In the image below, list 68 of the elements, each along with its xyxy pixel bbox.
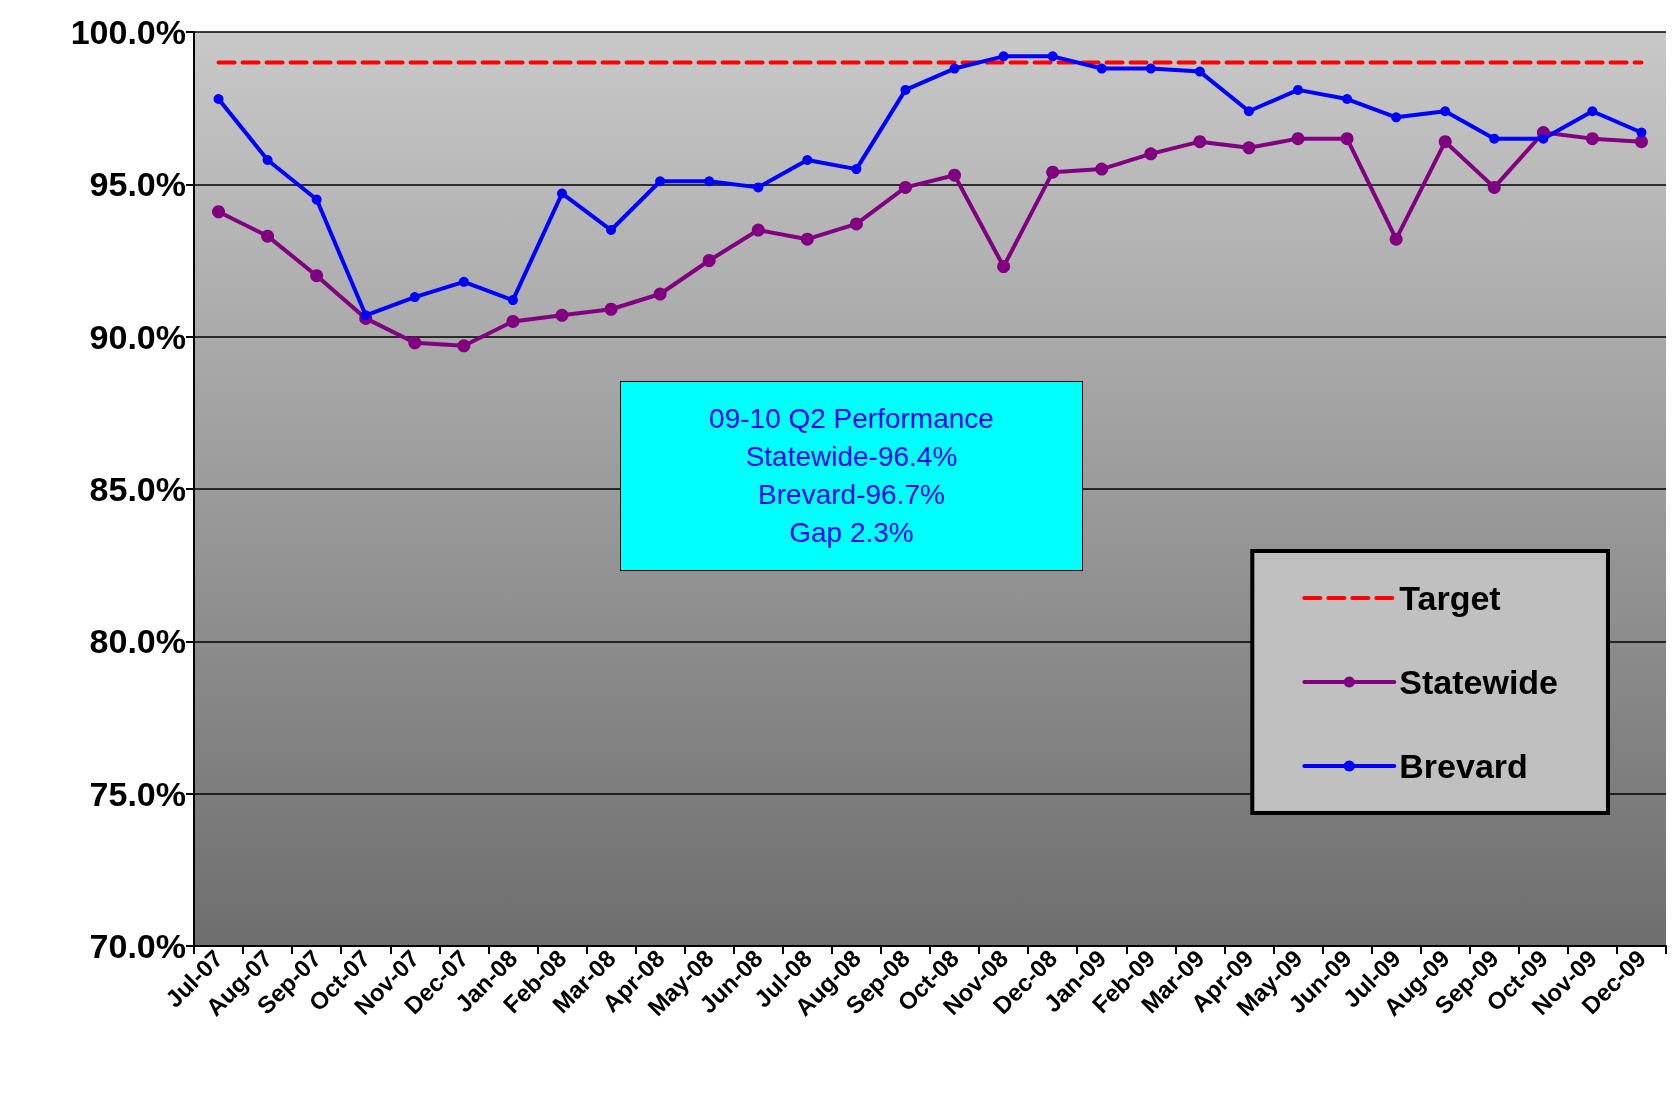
point [360,310,371,321]
point [800,232,814,246]
point [1391,112,1402,123]
point [1636,127,1647,138]
point [949,63,960,74]
point [262,154,273,165]
point [851,164,862,175]
point [751,223,765,237]
point [457,339,471,353]
point [849,217,863,231]
point [458,276,469,287]
point [409,292,420,303]
point [1389,232,1403,246]
point [1145,63,1156,74]
point [1242,141,1256,155]
point [507,295,518,306]
y-tick-label: 90.0% [89,317,186,356]
point [702,254,716,267]
y-tick-label: 85.0% [89,470,186,508]
legend-label: Brevard [1399,747,1528,785]
point [1046,165,1060,179]
point [653,287,667,301]
point [898,180,912,194]
note-box: 09-10 Q2 Performance Statewide-96.4% Brevard-96.7% Gap 2.3% [620,381,1083,571]
point [997,260,1011,274]
point [1291,132,1305,146]
point [1538,133,1549,144]
y-tick-label: 100.0% [70,13,186,51]
point [1585,132,1599,146]
legend-label: Statewide [1399,663,1559,701]
point [1634,135,1648,149]
point [261,229,275,243]
y-tick-label: 95.0% [89,165,186,204]
point [1243,106,1254,117]
point [948,168,962,182]
point [1438,135,1452,149]
point [998,51,1009,62]
point [557,188,567,199]
point [1096,63,1107,74]
point [213,94,224,105]
y-tick-label: 75.0% [89,774,186,813]
point [606,225,617,236]
legend-label: Target [1399,579,1501,617]
point [1340,132,1354,146]
point [1587,106,1598,117]
point [1489,133,1500,144]
point [802,154,813,165]
point [310,269,324,283]
point [1293,84,1303,95]
point [1487,180,1501,194]
point [900,84,911,95]
y-tick-label: 80.0% [89,622,186,661]
point [212,205,226,219]
point [1342,94,1353,105]
point [704,176,715,187]
point [1144,147,1158,161]
point [1193,135,1207,149]
point [1047,51,1058,62]
point [1440,106,1451,117]
point [311,194,322,205]
point [1194,66,1205,77]
point [604,302,618,316]
point [506,314,520,328]
point [408,336,422,350]
point [753,182,764,193]
point [1095,162,1109,176]
point [555,308,569,322]
point [655,176,666,187]
